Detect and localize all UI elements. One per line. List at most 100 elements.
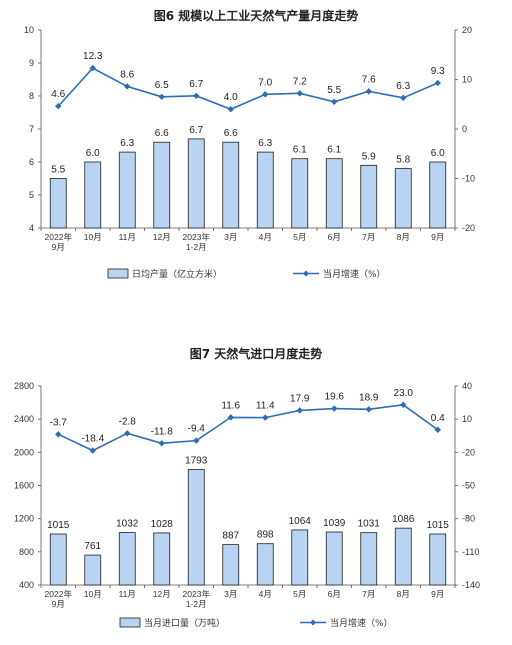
bar-value-label: 1086 xyxy=(392,514,415,525)
bar xyxy=(187,469,205,586)
x-tick-label: 2022年 9月 xyxy=(45,232,73,252)
bar-value-label: 6.7 xyxy=(189,125,203,136)
bar-value-label: 6.1 xyxy=(293,145,307,156)
bar-value-label: 1064 xyxy=(289,516,312,527)
line-value-label: -11.8 xyxy=(151,426,173,437)
left-tick-label: 2000 xyxy=(14,447,34,457)
bar xyxy=(153,141,171,229)
bar-value-label: 5.9 xyxy=(362,151,376,162)
x-tick-label: 11月 xyxy=(119,232,136,242)
line-value-label: 12.3 xyxy=(83,51,103,62)
growth-line xyxy=(57,67,439,111)
bar xyxy=(325,158,343,229)
line-value-label: 18.9 xyxy=(359,392,379,403)
line-point xyxy=(55,431,62,438)
line-point xyxy=(89,64,96,72)
line-value-label: -9.4 xyxy=(188,424,206,435)
bar-value-label: 1039 xyxy=(323,518,346,529)
chart-2: 图7 天然气进口月度走势 400 800 1200 1600 2000 2400 2800 -1… xyxy=(14,346,480,629)
line-point xyxy=(365,406,372,413)
x-tick-label: 5月 xyxy=(293,589,306,599)
bar xyxy=(325,531,343,586)
bar xyxy=(49,178,67,229)
bar xyxy=(429,161,447,229)
legend-bar-swatch xyxy=(107,268,129,279)
x-tick-label: 11月 xyxy=(119,589,136,599)
x-tick-label: 4月 xyxy=(259,232,272,242)
line-point xyxy=(331,98,338,105)
left-tick-label: 2400 xyxy=(14,414,34,424)
bar-value-label: 1793 xyxy=(185,455,208,466)
bar xyxy=(222,141,240,229)
line-point xyxy=(296,407,303,414)
bar-value-label: 5.8 xyxy=(396,155,410,166)
left-tick-label: 4 xyxy=(29,223,34,233)
legend-line-marker xyxy=(303,270,309,277)
bar xyxy=(118,532,136,586)
legend: 当月进口量（万吨） 当月增速（%） xyxy=(119,617,393,629)
line-point xyxy=(158,93,165,101)
bar-value-label: 761 xyxy=(84,541,101,552)
line-point xyxy=(55,103,62,110)
line-point xyxy=(365,88,372,95)
bar-value-label: 1015 xyxy=(47,520,70,531)
right-tick-label: -10 xyxy=(462,174,475,184)
line-point xyxy=(262,414,269,421)
line-point xyxy=(124,83,131,90)
x-tick-label: 4月 xyxy=(259,589,272,599)
bar xyxy=(291,158,309,229)
chart-title: 图7 天然气进口月度走势 xyxy=(190,346,323,361)
line-point xyxy=(331,405,338,412)
x-tick-label: 7月 xyxy=(362,589,375,599)
right-tick-label: -20 xyxy=(462,223,475,233)
left-tick-label: 8 xyxy=(29,91,34,101)
bar xyxy=(256,543,274,586)
left-tick-label: 7 xyxy=(29,124,34,134)
line-point xyxy=(193,437,200,444)
bar xyxy=(360,532,378,586)
x-tick-label: 8月 xyxy=(397,589,410,599)
line-value-label: 23.0 xyxy=(394,388,414,399)
x-tick-label: 8月 xyxy=(397,232,410,242)
line-value-label: -2.8 xyxy=(119,416,137,427)
line-value-label: 17.9 xyxy=(290,393,310,404)
x-tick-label: 3月 xyxy=(224,232,237,242)
x-tick-label: 10月 xyxy=(84,589,102,599)
line-value-label: 7.6 xyxy=(362,74,376,85)
x-tick-label: 12月 xyxy=(153,589,171,599)
bar-value-label: 1031 xyxy=(358,519,381,530)
right-tick-label: 0 xyxy=(462,124,467,134)
bar xyxy=(118,151,136,229)
right-tick-label: -80 xyxy=(462,514,475,524)
line-value-label: 5.5 xyxy=(327,85,341,96)
bar-value-label: 6.3 xyxy=(120,138,134,149)
x-tick-label: 6月 xyxy=(328,589,341,599)
chart-title: 图6 规模以上工业天然气产量月度走势 xyxy=(154,8,359,23)
x-tick-label: 2023年 1-2月 xyxy=(183,589,211,609)
growth-line xyxy=(57,403,439,452)
line-value-label: 19.6 xyxy=(325,392,345,403)
line-value-label: 6.5 xyxy=(155,80,169,91)
left-tick-label: 5 xyxy=(29,190,34,200)
bar xyxy=(360,164,378,229)
line-value-label: 6.7 xyxy=(189,79,203,90)
bar-value-label: 5.5 xyxy=(51,165,65,176)
line-point xyxy=(158,440,165,447)
bar xyxy=(291,529,309,586)
left-tick-label: 800 xyxy=(19,547,34,557)
chart-1: 图6 规模以上工业天然气产量月度走势 4 5 6 7 8 9 10 -20 -10 0 10 20 202… xyxy=(24,8,475,280)
line-value-label: 11.4 xyxy=(256,401,275,412)
line-point xyxy=(124,430,131,437)
line-point xyxy=(262,91,269,98)
bar-value-label: 1032 xyxy=(116,519,139,530)
line-value-label: 7.2 xyxy=(293,76,307,87)
line-point xyxy=(434,426,441,433)
line-value-label: 0.4 xyxy=(431,413,445,424)
line-value-label: 9.3 xyxy=(431,66,445,77)
bar xyxy=(153,532,171,586)
bar xyxy=(187,138,205,229)
left-tick-label: 1600 xyxy=(14,481,34,491)
line-value-label: 6.3 xyxy=(396,81,410,92)
right-tick-label: -140 xyxy=(462,580,480,590)
line-point xyxy=(296,90,303,97)
